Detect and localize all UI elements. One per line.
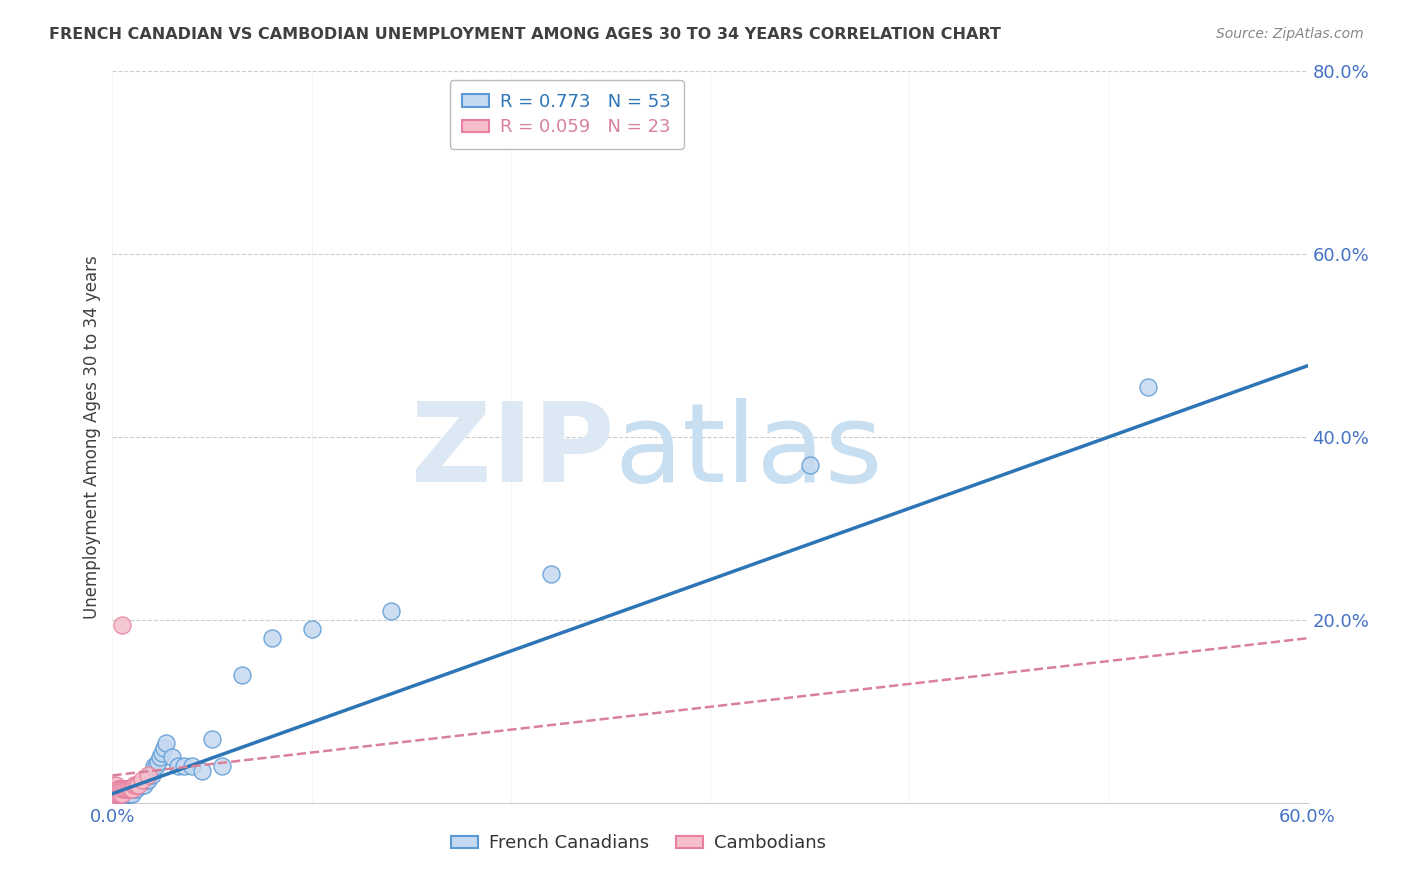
Point (103, 782, 125, 797)
Text: atlas: atlas (614, 398, 883, 505)
Point (121, 787, 143, 801)
Point (121, 782, 143, 797)
Point (107, 787, 129, 801)
Point (301, 622, 323, 636)
Point (111, 617, 134, 632)
Point (143, 759, 166, 773)
Point (540, 567, 562, 582)
Point (114, 787, 135, 801)
Point (127, 778, 149, 792)
Point (799, 458, 821, 472)
Point (111, 791, 134, 805)
Point (121, 782, 143, 797)
Text: FRENCH CANADIAN VS CAMBODIAN UNEMPLOYMENT AMONG AGES 30 TO 34 YEARS CORRELATION : FRENCH CANADIAN VS CAMBODIAN UNEMPLOYMEN… (49, 27, 1001, 42)
Point (111, 787, 134, 801)
Point (117, 787, 139, 801)
Point (173, 759, 195, 773)
Point (105, 787, 128, 801)
Point (124, 778, 146, 792)
Point (148, 755, 170, 769)
Point (380, 604, 402, 618)
Point (103, 782, 125, 797)
Point (135, 772, 157, 787)
Point (111, 787, 134, 801)
Point (107, 785, 129, 799)
Point (167, 759, 190, 773)
Point (110, 784, 132, 798)
Point (105, 791, 128, 805)
Point (110, 782, 132, 797)
Point (162, 750, 183, 764)
Point (260, 632, 283, 646)
Point (105, 787, 128, 801)
Point (141, 768, 163, 782)
Point (105, 778, 128, 792)
Point (103, 787, 125, 801)
Point (191, 764, 214, 778)
Point (131, 772, 153, 787)
Point (201, 731, 224, 746)
Point (107, 789, 129, 803)
Point (124, 782, 146, 797)
Legend: French Canadians, Cambodians: French Canadians, Cambodians (443, 827, 834, 860)
Point (105, 782, 128, 797)
Point (181, 759, 204, 773)
Point (103, 778, 125, 792)
Point (115, 782, 138, 797)
Point (153, 740, 176, 755)
Point (149, 750, 172, 764)
Point (138, 768, 160, 782)
Point (138, 772, 160, 787)
Point (134, 778, 156, 792)
Point (120, 782, 142, 797)
Point (125, 782, 148, 797)
Point (115, 787, 138, 801)
Point (103, 791, 125, 805)
Y-axis label: Unemployment Among Ages 30 to 34 years: Unemployment Among Ages 30 to 34 years (83, 255, 101, 619)
Point (120, 787, 142, 801)
Point (105, 782, 128, 797)
Point (145, 759, 167, 773)
Point (103, 787, 125, 801)
Text: ZIP: ZIP (411, 398, 614, 505)
Point (127, 778, 149, 792)
Point (211, 759, 233, 773)
Point (129, 778, 152, 792)
Point (125, 778, 148, 792)
Point (111, 782, 134, 797)
Point (114, 782, 135, 797)
Point (231, 667, 253, 681)
Point (131, 778, 153, 792)
Point (110, 787, 132, 801)
Point (120, 782, 142, 797)
Point (117, 782, 139, 797)
Point (110, 789, 132, 803)
Point (114, 782, 135, 797)
Point (155, 736, 177, 750)
Point (117, 782, 139, 797)
Point (1137, 380, 1160, 394)
Point (139, 768, 162, 782)
Point (150, 746, 173, 760)
Text: Source: ZipAtlas.com: Source: ZipAtlas.com (1216, 27, 1364, 41)
Point (107, 782, 129, 797)
Point (115, 782, 138, 797)
